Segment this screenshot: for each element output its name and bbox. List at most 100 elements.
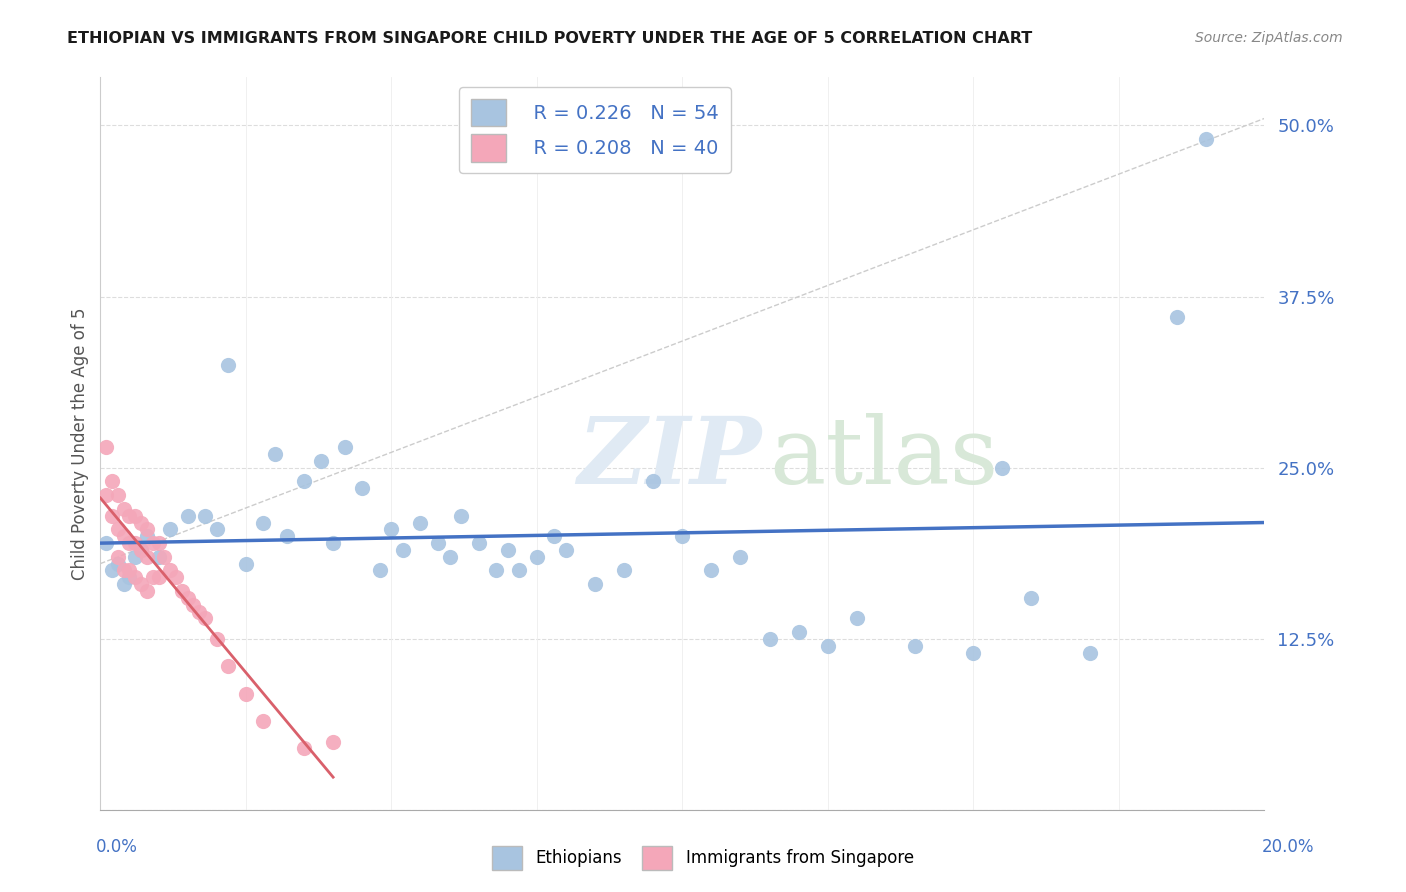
- Legend:   R = 0.226   N = 54,   R = 0.208   N = 40: R = 0.226 N = 54, R = 0.208 N = 40: [460, 87, 731, 173]
- Point: [148, 549, 170, 564]
- Point: [554, 542, 576, 557]
- Point: [118, 508, 141, 523]
- Point: [730, 549, 752, 564]
- Point: [508, 564, 530, 578]
- Point: [264, 447, 287, 461]
- Point: [276, 529, 298, 543]
- Point: [1021, 591, 1043, 605]
- Point: [217, 659, 239, 673]
- Point: [96, 440, 118, 454]
- Point: [135, 529, 157, 543]
- Point: [409, 516, 432, 530]
- Point: [194, 611, 217, 625]
- Point: [129, 577, 152, 591]
- Point: [845, 611, 868, 625]
- Point: [352, 481, 374, 495]
- Point: [101, 475, 124, 489]
- Point: [194, 508, 217, 523]
- Point: [101, 508, 124, 523]
- Point: [165, 570, 187, 584]
- Point: [118, 570, 141, 584]
- Point: [311, 454, 333, 468]
- Point: [129, 542, 152, 557]
- Point: [153, 549, 176, 564]
- Point: [1078, 646, 1101, 660]
- Point: [107, 522, 129, 536]
- Point: [148, 536, 170, 550]
- Point: [148, 570, 170, 584]
- Point: [1195, 132, 1218, 146]
- Point: [787, 625, 810, 640]
- Point: [700, 564, 723, 578]
- Point: [183, 598, 205, 612]
- Point: [129, 542, 152, 557]
- Point: [392, 542, 415, 557]
- Legend: Ethiopians, Immigrants from Singapore: Ethiopians, Immigrants from Singapore: [485, 839, 921, 877]
- Point: [135, 549, 157, 564]
- Point: [322, 536, 344, 550]
- Point: [1166, 310, 1188, 324]
- Point: [322, 734, 344, 748]
- Point: [107, 557, 129, 571]
- Point: [107, 488, 129, 502]
- Point: [124, 570, 146, 584]
- Text: 0.0%: 0.0%: [96, 838, 138, 855]
- Point: [124, 508, 146, 523]
- Point: [485, 564, 508, 578]
- Point: [450, 508, 472, 523]
- Point: [112, 577, 135, 591]
- Point: [176, 508, 198, 523]
- Point: [159, 522, 181, 536]
- Point: [368, 564, 391, 578]
- Point: [135, 522, 157, 536]
- Point: [543, 529, 565, 543]
- Point: [188, 605, 211, 619]
- Point: [613, 564, 636, 578]
- Point: [135, 584, 157, 599]
- Point: [235, 557, 257, 571]
- Point: [235, 687, 257, 701]
- Point: [671, 529, 693, 543]
- Point: [583, 577, 606, 591]
- Point: [96, 536, 118, 550]
- Point: [112, 529, 135, 543]
- Point: [107, 549, 129, 564]
- Point: [467, 536, 489, 550]
- Point: [252, 714, 274, 728]
- Point: [205, 522, 228, 536]
- Point: [205, 632, 228, 646]
- Point: [124, 536, 146, 550]
- Point: [124, 549, 146, 564]
- Point: [380, 522, 402, 536]
- Point: [496, 542, 519, 557]
- Point: [758, 632, 780, 646]
- Point: [991, 460, 1014, 475]
- Point: [333, 440, 356, 454]
- Point: [904, 639, 927, 653]
- Point: [176, 591, 198, 605]
- Point: [96, 488, 118, 502]
- Point: [159, 564, 181, 578]
- Point: [292, 475, 315, 489]
- Point: [112, 564, 135, 578]
- Text: Source: ZipAtlas.com: Source: ZipAtlas.com: [1195, 31, 1343, 45]
- Y-axis label: Child Poverty Under the Age of 5: Child Poverty Under the Age of 5: [72, 308, 89, 580]
- Point: [643, 475, 665, 489]
- Point: [112, 501, 135, 516]
- Text: atlas: atlas: [769, 413, 998, 503]
- Point: [526, 549, 548, 564]
- Point: [439, 549, 461, 564]
- Point: [129, 516, 152, 530]
- Point: [118, 564, 141, 578]
- Point: [142, 570, 165, 584]
- Point: [101, 564, 124, 578]
- Point: [217, 358, 239, 372]
- Text: ZIP: ZIP: [578, 413, 762, 503]
- Point: [817, 639, 839, 653]
- Text: ETHIOPIAN VS IMMIGRANTS FROM SINGAPORE CHILD POVERTY UNDER THE AGE OF 5 CORRELAT: ETHIOPIAN VS IMMIGRANTS FROM SINGAPORE C…: [67, 31, 1033, 46]
- Point: [292, 741, 315, 756]
- Point: [170, 584, 193, 599]
- Point: [962, 646, 984, 660]
- Point: [142, 536, 165, 550]
- Text: 20.0%: 20.0%: [1263, 838, 1315, 855]
